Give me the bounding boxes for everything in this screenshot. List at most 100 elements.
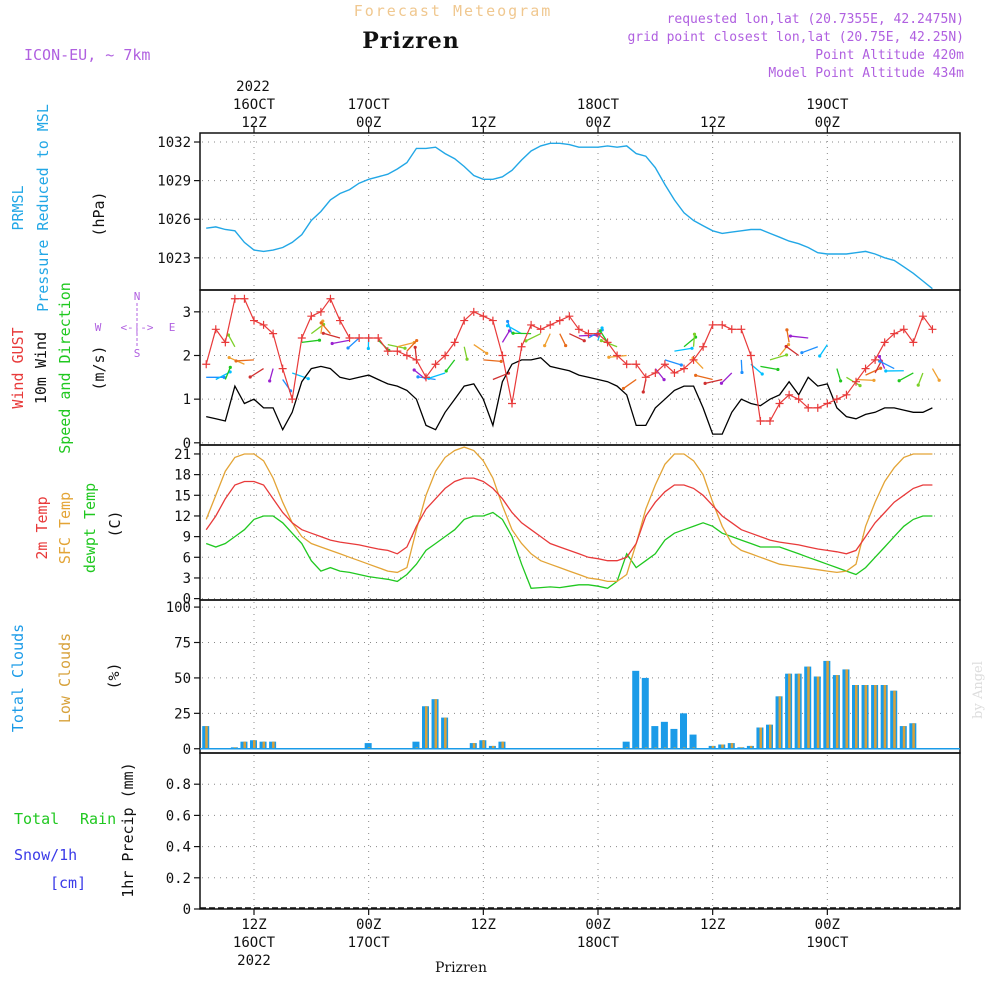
compass-n: N: [134, 290, 141, 303]
wind-arrow: [236, 360, 254, 361]
wind-arrow-head: [785, 328, 788, 331]
wind-arrow: [760, 366, 777, 369]
wind-gust-marker: [489, 317, 497, 325]
wind-gust-marker: [317, 308, 325, 316]
wind-gust-marker: [546, 321, 554, 329]
cloud-low-bar: [205, 726, 208, 749]
cloud-low-bar: [807, 667, 810, 749]
wind-gust-marker: [279, 365, 287, 373]
wind-gust-marker: [900, 325, 908, 333]
bottom-axis-hour: 12Z: [700, 917, 725, 933]
wind-gust-marker: [737, 325, 745, 333]
wind-arrow: [694, 334, 695, 347]
wind-arrow: [856, 380, 874, 381]
panels: 1023102610291032012303691215182102550751…: [157, 133, 960, 918]
chart-subtitle: Forecast Meteogram: [354, 2, 553, 20]
wind-gust-marker: [565, 312, 573, 320]
wind-gust-marker: [374, 334, 382, 342]
top-axis-hour: 00Z: [356, 115, 381, 131]
pressure-ytick-label: 1029: [157, 174, 191, 190]
wind-gust-marker: [307, 312, 315, 320]
wind-arrow-head: [228, 356, 231, 359]
wind-gust-marker: [412, 356, 420, 364]
wind-arrow: [787, 330, 789, 343]
bottom-axis-year: 2022: [237, 953, 271, 969]
wind-arrow: [545, 334, 551, 346]
chart-title: Prizren: [362, 28, 460, 54]
top-axis-hour: 00Z: [815, 115, 840, 131]
wind-arrow: [560, 334, 566, 346]
wind-arrow-head: [785, 353, 788, 356]
wind-gust-marker: [537, 325, 545, 333]
cloud-total-bar: [642, 678, 649, 749]
precip-label-unit: 1hr Precip (mm): [119, 762, 137, 897]
bottom-axis-date: 17OCT: [348, 935, 391, 951]
top-axis-date: 18OCT: [577, 97, 620, 113]
cloud-low-bar: [893, 691, 896, 749]
wind-gust-marker: [766, 417, 774, 425]
cloud-total-bar: [632, 671, 639, 749]
clouds-ytick-label: 100: [166, 600, 191, 616]
wind-arrow-head: [500, 360, 503, 363]
wind-gust-marker: [728, 325, 736, 333]
pressure-ytick-label: 1023: [157, 251, 191, 267]
wind-arrow-head: [622, 387, 625, 390]
precip-label-snow: Snow/1h: [14, 846, 77, 864]
cloud-low-bar: [769, 725, 772, 749]
wind-arrow-head: [785, 345, 788, 348]
top-axis-hour: 12Z: [241, 115, 266, 131]
precip-labels: Total Rain Snow/1h [cm] 1hr Precip (mm): [14, 762, 137, 897]
wind-gust-marker: [632, 360, 640, 368]
top-axis-date: 19OCT: [806, 97, 849, 113]
wind-arrow-head: [413, 368, 416, 371]
precip-ytick-label: 0.4: [166, 840, 191, 856]
wind-gust-marker: [575, 325, 583, 333]
cloud-low-bar: [272, 742, 275, 749]
wind-arrow-head: [506, 324, 509, 327]
cloud-label-unit: (%): [105, 662, 123, 689]
wind-gust-marker: [393, 347, 401, 355]
top-axis-hour: 00Z: [585, 115, 610, 131]
wind-arrow-head: [642, 390, 645, 393]
wind-gust-marker: [508, 400, 516, 408]
cloud-low-bar: [865, 685, 868, 749]
gridpoint-coords: grid point closest lon,lat (20.75E, 42.2…: [627, 30, 964, 45]
cloud-low-bar: [912, 723, 915, 749]
wind-arrow: [464, 347, 467, 359]
pressure-labels: PRMSL Pressure Reduced to MSL (hPa): [9, 104, 108, 312]
clouds-ytick-label: 50: [174, 671, 191, 687]
wind-arrow-head: [564, 344, 567, 347]
bottom-axis-date: 18OCT: [577, 935, 620, 951]
wind-arrow-head: [789, 334, 792, 337]
wind-gust-marker: [384, 347, 392, 355]
temperature-frame: [200, 445, 960, 600]
wind-gust-marker: [479, 312, 487, 320]
compass-s: S: [134, 347, 141, 360]
wind-gust-marker: [422, 373, 430, 381]
wind-arrow-head: [465, 358, 468, 361]
sfc-temp-line: [206, 447, 932, 581]
wind-arrow: [323, 333, 340, 338]
wind-arrow-head: [694, 374, 697, 377]
wind-arrow: [705, 380, 722, 384]
wind-gust-marker: [250, 317, 258, 325]
wind-arrow-head: [416, 375, 419, 378]
temp-labels: 2m Temp SFC Temp dewpt Temp (C): [33, 483, 124, 573]
point-altitude: Point Altitude 420m: [815, 48, 964, 63]
wind-label-dir: Speed and Direction: [56, 282, 74, 454]
wind-arrow-head: [818, 354, 821, 357]
temp-2m-line: [206, 478, 932, 561]
pressure-line: [206, 143, 932, 288]
bottom-axis-hour: 12Z: [241, 917, 266, 933]
wind-arrow-head: [346, 346, 349, 349]
cloud-low-bar: [435, 699, 438, 749]
signature: by Angel: [971, 661, 986, 719]
wind-arrow-head: [720, 382, 723, 385]
wind-arrow-head: [234, 359, 237, 362]
wind-arrow: [332, 340, 349, 343]
top-axis-hour: 12Z: [471, 115, 496, 131]
wind-arrow-head: [320, 321, 323, 324]
wind-arrow: [446, 360, 454, 371]
